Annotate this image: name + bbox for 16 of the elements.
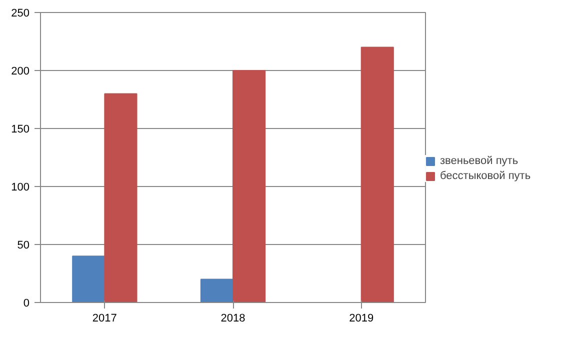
bar [72, 256, 106, 302]
bar [200, 278, 234, 302]
legend-label: звеньевой путь [440, 155, 518, 167]
y-tick-label: 250 [11, 8, 30, 20]
y-tick-label: 150 [11, 124, 30, 136]
legend-label: бесстыковой путь [440, 170, 531, 182]
x-tick-label: 2019 [349, 312, 374, 324]
x-tick-label: 2018 [220, 312, 246, 324]
bar [104, 93, 138, 302]
y-tick-label: 100 [11, 182, 30, 194]
y-tick-label: 200 [11, 66, 30, 78]
x-tick-label: 2017 [92, 312, 117, 324]
y-tick-label: 0 [23, 298, 30, 310]
bar [232, 70, 266, 302]
y-tick-label: 50 [17, 240, 30, 252]
bar [360, 46, 394, 302]
